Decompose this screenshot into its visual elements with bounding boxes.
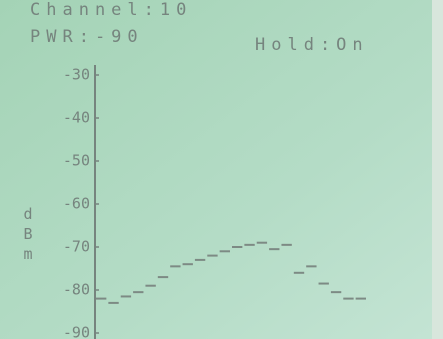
channel-label: Channel:10 [30,0,192,20]
y-axis-label: dBm [19,205,37,265]
hold-label: Hold:On [255,35,369,55]
y-tick-label: -50 [63,152,90,170]
y-tick-label: -40 [63,109,90,127]
y-tick-label: -60 [63,195,90,213]
y-tick-label: -90 [63,324,90,339]
page: Channel:10 PWR:-90 Hold:On dBm -30 -40 -50… [0,0,443,339]
y-tick-label: -80 [63,281,90,299]
chart: Channel:10 PWR:-90 Hold:On dBm -30 -40 -50… [0,0,443,339]
y-tick-label: -70 [63,238,90,256]
power-label: PWR:-90 [30,27,144,47]
bezel [432,0,443,339]
y-tick-label: -30 [63,66,90,84]
